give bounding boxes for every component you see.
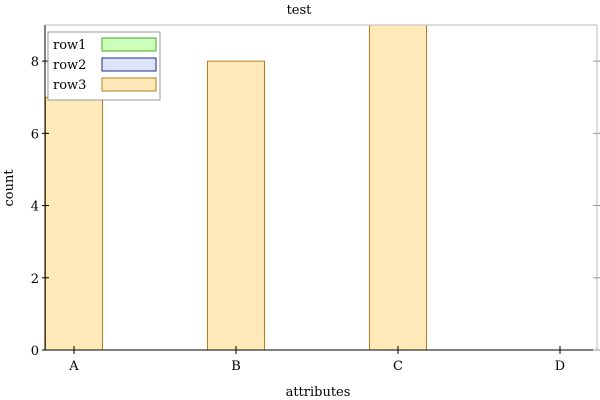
legend-label-row3: row3 bbox=[53, 78, 86, 93]
bar-C bbox=[369, 24, 427, 351]
legend-swatch-row1 bbox=[101, 37, 157, 52]
y-axis-label: count bbox=[2, 169, 17, 207]
x-tick-label: A bbox=[68, 359, 79, 374]
y-tick-label: 8 bbox=[31, 55, 39, 70]
x-tick-label: D bbox=[555, 359, 565, 374]
ticks-group: 0 2 4 6 8 A B C D bbox=[31, 55, 600, 374]
y-tick-label: 2 bbox=[31, 272, 39, 287]
legend: row1 row2 row3 bbox=[47, 31, 161, 101]
y-tick-label: 4 bbox=[31, 200, 39, 215]
x-tick-label: C bbox=[393, 359, 403, 374]
y-tick-label: 0 bbox=[31, 344, 39, 359]
legend-swatch-row3 bbox=[101, 77, 157, 92]
legend-swatch-row2 bbox=[101, 57, 157, 72]
legend-label-row1: row1 bbox=[53, 38, 86, 53]
y-tick-label: 6 bbox=[31, 127, 39, 142]
x-axis-label: attributes bbox=[286, 385, 351, 400]
bar-B bbox=[207, 60, 265, 351]
chart-title: test bbox=[287, 3, 313, 18]
axes-group bbox=[44, 24, 598, 351]
x-tick-label: B bbox=[231, 359, 241, 374]
bar-A bbox=[45, 96, 103, 351]
legend-label-row2: row2 bbox=[53, 58, 86, 73]
